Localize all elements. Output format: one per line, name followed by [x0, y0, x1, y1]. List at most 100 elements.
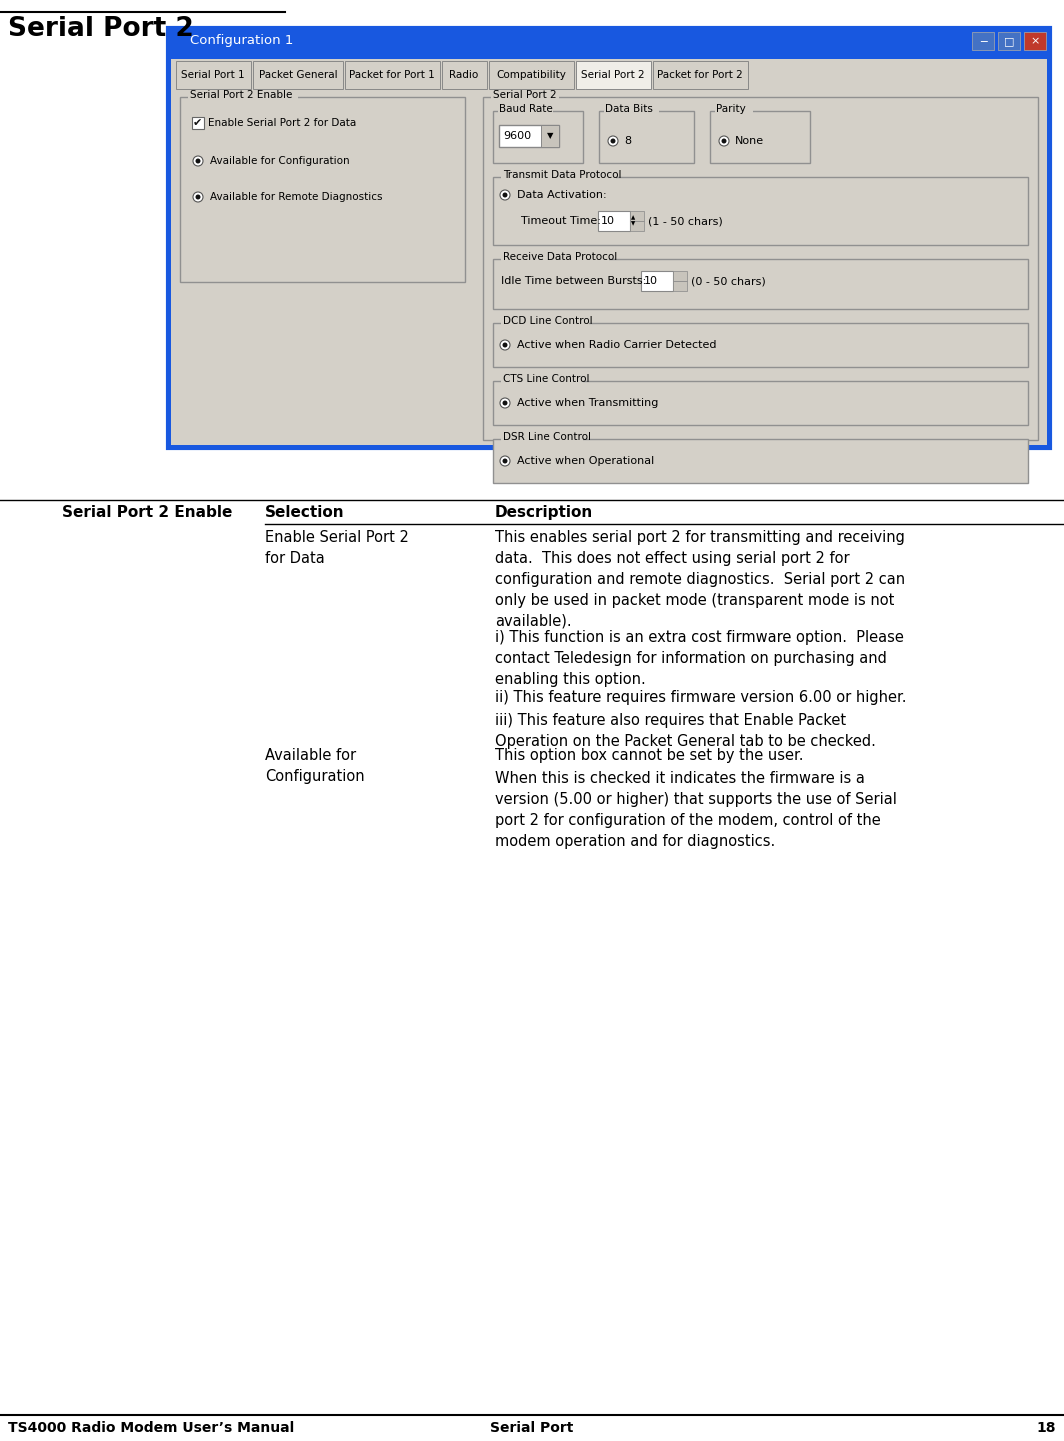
Bar — [491, 89, 559, 102]
Circle shape — [500, 455, 510, 465]
Text: Receive Data Protocol: Receive Data Protocol — [503, 252, 617, 262]
Bar — [641, 271, 674, 291]
Bar — [253, 61, 343, 89]
Text: (0 - 50 chars): (0 - 50 chars) — [691, 277, 766, 285]
Bar — [489, 61, 573, 89]
Text: Parity: Parity — [716, 104, 746, 114]
Text: Data Bits: Data Bits — [605, 104, 653, 114]
Circle shape — [502, 343, 508, 347]
Bar — [493, 440, 1028, 483]
Bar — [604, 104, 659, 117]
Text: Serial Port 2: Serial Port 2 — [581, 71, 645, 81]
Text: Packet General: Packet General — [259, 71, 337, 81]
Text: Timeout Time:: Timeout Time: — [521, 216, 601, 226]
Bar — [345, 61, 440, 89]
Bar — [498, 104, 553, 117]
Bar — [192, 117, 204, 130]
Bar — [972, 32, 994, 50]
Text: □: □ — [1003, 36, 1014, 46]
Text: 18: 18 — [1036, 1421, 1055, 1435]
Text: ii) This feature requires firmware version 6.00 or higher.: ii) This feature requires firmware versi… — [495, 690, 907, 705]
Text: Baud Rate: Baud Rate — [499, 104, 553, 114]
Text: Serial Port 2 Enable: Serial Port 2 Enable — [62, 504, 232, 520]
Circle shape — [196, 195, 200, 199]
Bar — [171, 32, 1047, 59]
Text: This enables serial port 2 for transmitting and receiving
data.  This does not e: This enables serial port 2 for transmitt… — [495, 530, 905, 630]
Text: ─: ─ — [980, 36, 986, 46]
Bar — [501, 252, 609, 265]
Text: Active when Transmitting: Active when Transmitting — [517, 398, 659, 408]
Bar — [576, 61, 651, 89]
Bar — [180, 97, 465, 282]
Text: Packet for Port 2: Packet for Port 2 — [658, 71, 743, 81]
Circle shape — [193, 156, 203, 166]
Text: 9600: 9600 — [503, 131, 531, 141]
Text: ▼: ▼ — [547, 131, 553, 141]
Text: 10: 10 — [601, 216, 615, 226]
Text: Serial Port 2 Enable: Serial Port 2 Enable — [190, 89, 293, 99]
Text: None: None — [735, 135, 764, 146]
Bar — [499, 125, 559, 147]
Text: iii) This feature also requires that Enable Packet
Operation on the Packet Gener: iii) This feature also requires that Ena… — [495, 713, 876, 749]
Circle shape — [196, 159, 200, 163]
Text: Data Activation:: Data Activation: — [517, 190, 606, 200]
Text: 10: 10 — [644, 277, 658, 285]
Text: (1 - 50 chars): (1 - 50 chars) — [648, 216, 722, 226]
Bar — [674, 271, 687, 281]
Bar — [630, 220, 644, 231]
Bar — [715, 104, 753, 117]
Text: Description: Description — [495, 504, 594, 520]
Circle shape — [500, 340, 510, 350]
Bar — [541, 125, 559, 147]
Text: Serial Port 2: Serial Port 2 — [493, 89, 556, 99]
Text: DCD Line Control: DCD Line Control — [503, 316, 593, 326]
Circle shape — [719, 135, 729, 146]
Bar — [501, 375, 583, 388]
Text: Transmit Data Protocol: Transmit Data Protocol — [503, 170, 621, 180]
Bar — [501, 316, 589, 329]
Text: Selection: Selection — [265, 504, 345, 520]
Bar — [483, 97, 1038, 440]
Circle shape — [500, 398, 510, 408]
Text: ✔: ✔ — [193, 118, 202, 128]
Circle shape — [502, 458, 508, 464]
Bar — [674, 281, 687, 291]
Text: Enable Serial Port 2 for Data: Enable Serial Port 2 for Data — [207, 118, 356, 128]
Bar — [501, 170, 616, 183]
Bar — [630, 210, 644, 220]
Bar — [442, 61, 487, 89]
Text: Active when Radio Carrier Detected: Active when Radio Carrier Detected — [517, 340, 716, 350]
Circle shape — [193, 192, 203, 202]
Text: Serial Port 2: Serial Port 2 — [9, 16, 194, 42]
Text: Idle Time between Bursts:: Idle Time between Bursts: — [501, 277, 646, 285]
Text: Configuration 1: Configuration 1 — [190, 35, 294, 48]
Text: Serial Port 1: Serial Port 1 — [181, 71, 245, 81]
Bar — [493, 323, 1028, 367]
Text: Enable Serial Port 2
for Data: Enable Serial Port 2 for Data — [265, 530, 409, 566]
Bar — [168, 27, 1050, 448]
Text: TS4000 Radio Modem User’s Manual: TS4000 Radio Modem User’s Manual — [9, 1421, 295, 1435]
Bar — [493, 177, 1028, 245]
Bar — [493, 259, 1028, 308]
Bar — [998, 32, 1020, 50]
Bar — [1024, 32, 1046, 50]
Bar — [176, 61, 251, 89]
Circle shape — [608, 135, 618, 146]
Circle shape — [502, 193, 508, 197]
Text: ×: × — [1030, 36, 1040, 46]
Text: i) This function is an extra cost firmware option.  Please
contact Teledesign fo: i) This function is an extra cost firmwa… — [495, 630, 904, 687]
Text: 8: 8 — [624, 135, 631, 146]
Text: Radio: Radio — [449, 71, 479, 81]
Circle shape — [721, 138, 727, 144]
Bar — [188, 89, 298, 102]
Bar — [171, 59, 1047, 91]
Bar — [598, 210, 630, 231]
Text: Compatibility: Compatibility — [496, 71, 566, 81]
Bar — [653, 61, 748, 89]
Circle shape — [502, 401, 508, 405]
Bar — [493, 380, 1028, 425]
Text: Available for
Configuration: Available for Configuration — [265, 748, 365, 784]
Text: CTS Line Control: CTS Line Control — [503, 375, 589, 383]
Text: When this is checked it indicates the firmware is a
version (5.00 or higher) tha: When this is checked it indicates the fi… — [495, 771, 897, 849]
Text: Active when Operational: Active when Operational — [517, 455, 654, 465]
